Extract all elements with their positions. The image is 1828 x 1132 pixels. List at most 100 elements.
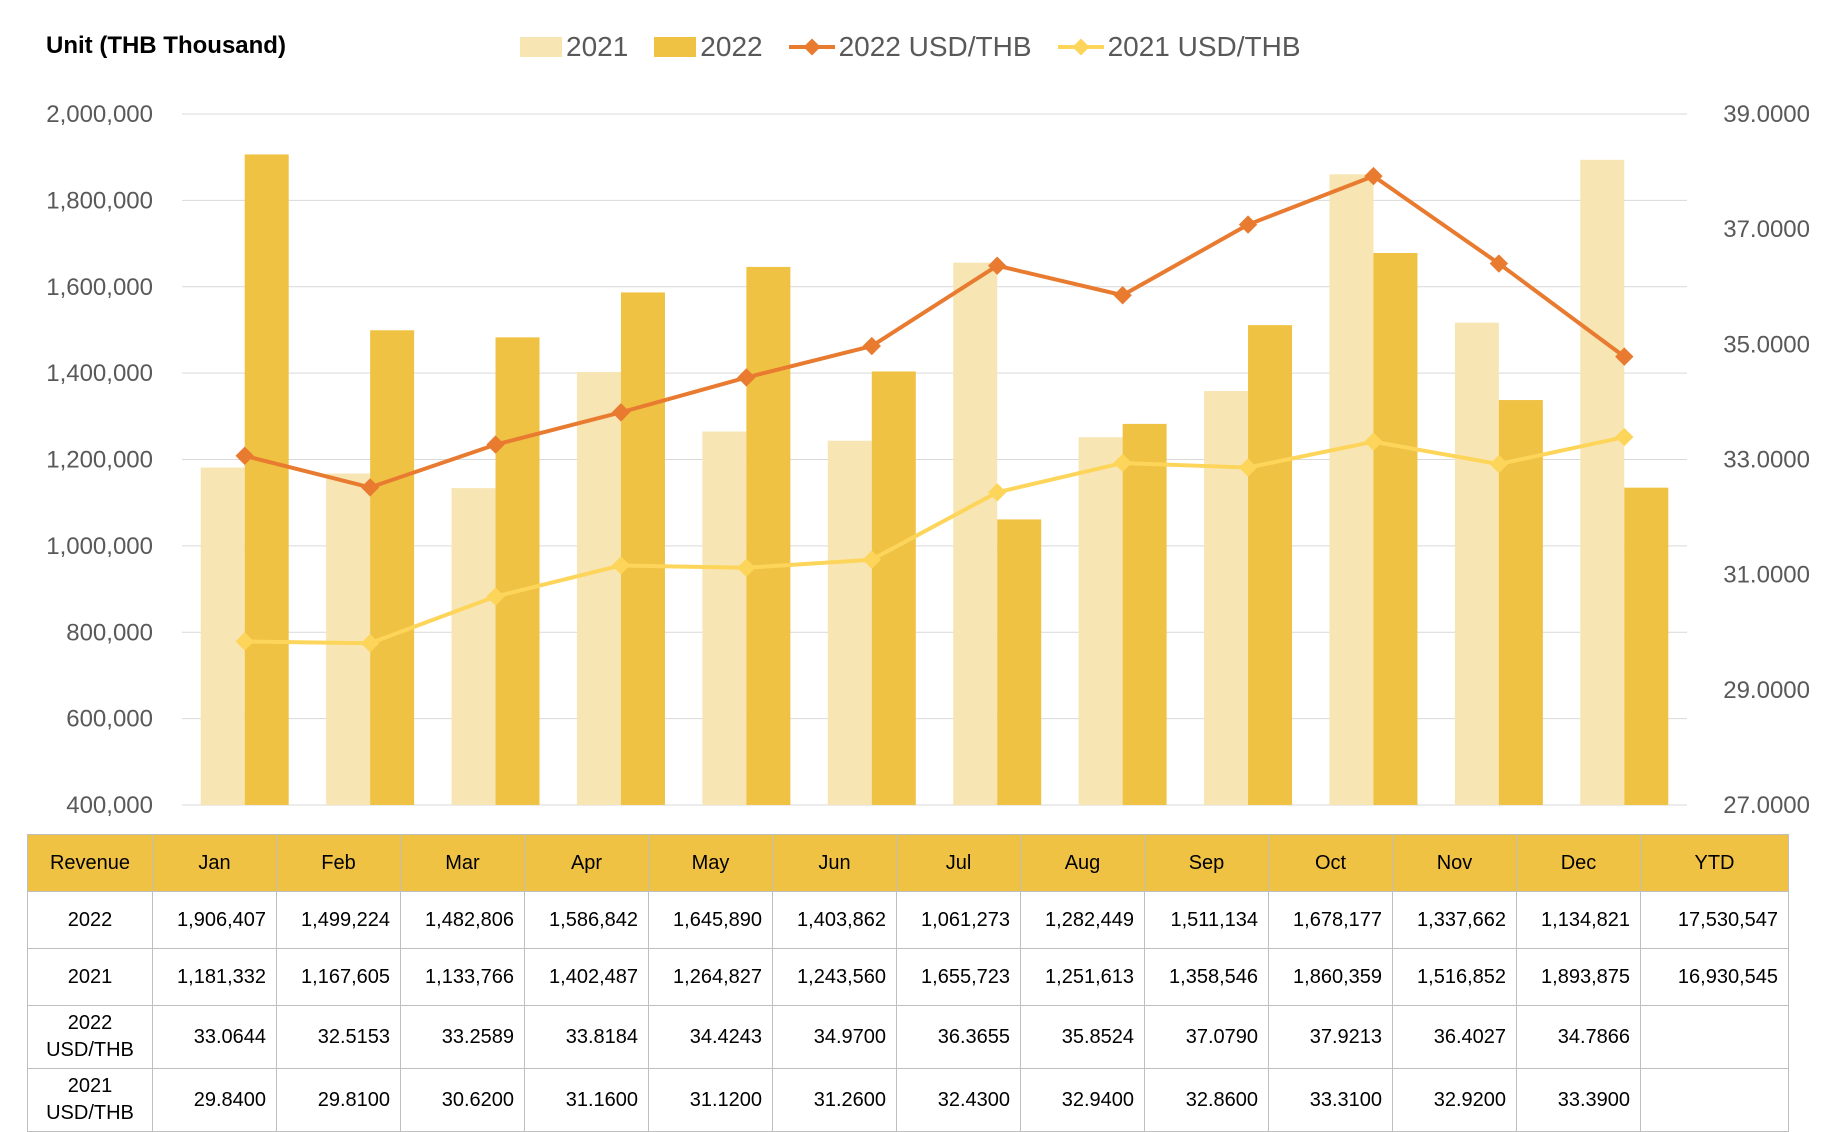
legend-marker-2022 [803,38,821,56]
table-cell: 37.9213 [1268,1005,1393,1069]
table-header-cell: Oct [1268,834,1393,892]
legend-item-2022-bar: 2022 [654,31,763,63]
table-row-label: 2022 USD/THB [27,1005,153,1069]
bar-2022 [1498,400,1543,805]
bar-2022 [1624,487,1669,805]
table-cell: 1,134,821 [1516,891,1641,949]
y2-tick-label: 29.0000 [1723,677,1810,704]
bar-2021 [200,467,245,805]
table-cell: 1,482,806 [400,891,525,949]
y-tick-label: 800,000 [66,619,153,646]
table-cell: 17,530,547 [1640,891,1789,949]
table-cell: 31.2600 [772,1068,897,1132]
table-cell: 16,930,545 [1640,948,1789,1006]
usdthb-2022-point [1113,286,1132,305]
table-cell: 1,511,134 [1144,891,1269,949]
usdthb-2021-point [737,558,756,577]
bar-2022 [746,266,791,805]
table-cell: 37.0790 [1144,1005,1269,1069]
table-cell: 32.4300 [896,1068,1021,1132]
usdthb-2021-point [862,550,881,569]
usdthb-2021-point [611,556,631,575]
bar-2021 [1204,391,1249,805]
table-header-cell: Feb [276,834,401,892]
y2-tick-label: 27.0000 [1723,792,1810,819]
bar-2021 [953,262,998,805]
usdthb-2021-point [360,633,380,653]
usdthb-2022-point [988,256,1007,275]
legend-label-2022-usdthb: 2022 USD/THB [838,31,1032,62]
usdthb-2021-point [1364,432,1383,451]
table-cell: 1,402,487 [524,948,649,1006]
table-row-label: 2022 [27,891,153,949]
usdthb-2022-point [1364,166,1383,186]
y-tick-label: 1,800,000 [46,187,153,214]
y-tick-label: 2,000,000 [46,101,153,128]
usdthb-2021-line [244,435,1625,646]
table-cell [1640,1005,1789,1069]
y-tick-label: 1,000,000 [46,533,153,560]
table-cell: 34.4243 [648,1005,773,1069]
legend-item-2021-bar: 2021 [520,31,628,63]
table-row: 2021 USD/THB 29.8400 29.8100 30.6200 31.1600… [27,1068,1789,1132]
table-header-row: Revenue Jan Feb Mar Apr May Jun Jul Aug Sep Oct Nov… [27,834,1789,892]
table-cell: 1,358,546 [1144,948,1269,1006]
bar-2022 [997,519,1042,805]
table-cell: 1,499,224 [276,891,401,949]
bar-2021 [1454,322,1499,805]
table-cell: 1,133,766 [400,948,525,1006]
bar-2021 [576,372,621,805]
table-cell: 1,655,723 [896,948,1021,1006]
usdthb-2022-point [1615,347,1634,366]
table-row-label: 2021 [27,948,153,1006]
legend-item-2022-usdthb: 2022 USD/THB [788,31,1032,63]
table-header-cell: Jan [152,834,277,892]
table-cell: 36.3655 [896,1005,1021,1069]
table-cell: 33.0644 [152,1005,277,1069]
bar-2021 [702,431,747,805]
table-header-cell: Nov [1392,834,1517,892]
usdthb-2022-point [360,478,380,497]
y-tick-label: 1,600,000 [46,274,153,301]
y-tick-label: 600,000 [66,706,153,733]
table-cell: 1,678,177 [1268,891,1393,949]
legend-item-2021-usdthb: 2021 USD/THB [1057,31,1301,63]
usdthb-2021-point [486,587,505,606]
y2-tick-label: 39.0000 [1723,101,1810,128]
table-cell: 33.8184 [524,1005,649,1069]
usdthb-2022-point [235,446,254,465]
table-cell: 31.1600 [524,1068,649,1132]
usdthb-2022-point [737,368,756,387]
table-cell: 35.8524 [1020,1005,1145,1069]
table-cell: 1,906,407 [152,891,277,949]
table-cell: 1,167,605 [276,948,401,1006]
table-cell: 1,516,852 [1392,948,1517,1006]
table-cell: 29.8400 [152,1068,277,1132]
table-cell: 1,893,875 [1516,948,1641,1006]
usdthb-2021-point [988,483,1007,502]
table-row-label: 2021 USD/THB [27,1068,153,1132]
bar-2022 [1248,325,1293,805]
table-cell: 32.8600 [1144,1068,1269,1132]
y-tick-label: 1,200,000 [46,447,153,474]
table-cell: 36.4027 [1392,1005,1517,1069]
legend-swatch-2021 [520,37,562,57]
table-header-cell: Sep [1144,834,1269,892]
legend-line-2021-usdthb [1057,38,1104,56]
y2-tick-label: 35.0000 [1723,331,1810,358]
usdthb-2022-point [1238,215,1258,234]
table-cell: 32.9400 [1020,1068,1145,1132]
table-cell: 1,337,662 [1392,891,1517,949]
bar-2022 [1122,423,1167,805]
usdthb-2022-point [611,403,631,422]
usdthb-2021-point [235,632,254,651]
bar-2021 [326,473,371,805]
bar-2021 [451,488,496,805]
revenue-table: Revenue Jan Feb Mar Apr May Jun Jul Aug Sep Oct Nov… [27,834,1789,1132]
legend-label-2022: 2022 [700,31,763,62]
table-header-cell: Dec [1516,834,1641,892]
legend-line-2022-usdthb [788,38,835,56]
table-cell: 1,181,332 [152,948,277,1006]
y-tick-label: 1,400,000 [46,360,153,387]
bar-2022 [1373,252,1418,805]
